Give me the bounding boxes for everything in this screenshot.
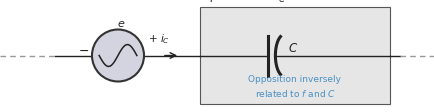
- Text: $C$: $C$: [288, 42, 298, 55]
- Text: $+\ i_C$: $+\ i_C$: [148, 32, 170, 46]
- Circle shape: [92, 30, 144, 82]
- Text: related to $f$ and $C$: related to $f$ and $C$: [254, 87, 335, 98]
- Text: −: −: [79, 45, 89, 57]
- Text: $v_C$: $v_C$: [272, 0, 286, 5]
- Text: $e$: $e$: [117, 19, 125, 29]
- Text: +: +: [206, 0, 216, 5]
- Text: Opposition inversely: Opposition inversely: [248, 74, 341, 83]
- Bar: [200, 8, 389, 104]
- Text: −: −: [375, 0, 385, 5]
